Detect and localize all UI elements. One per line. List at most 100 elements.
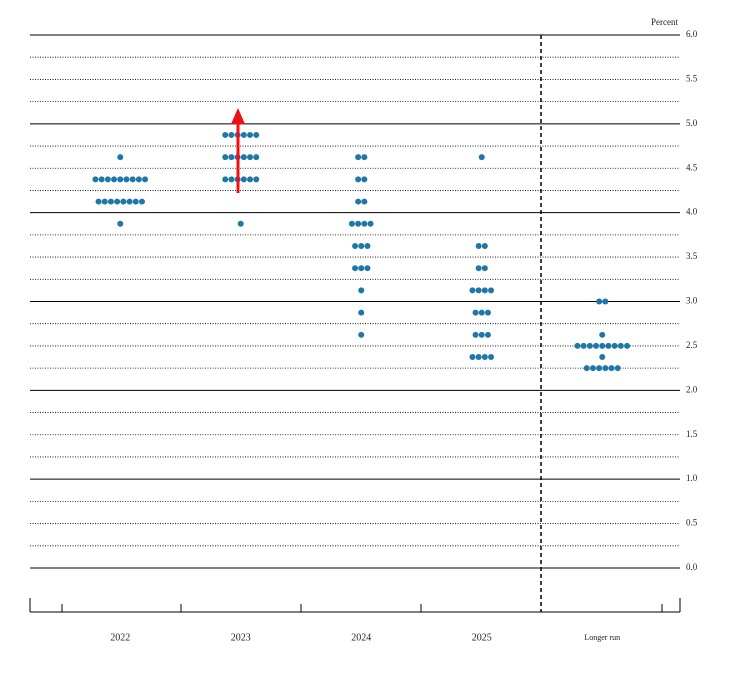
y-tick-label: 4.5 — [686, 162, 698, 172]
dot — [111, 176, 118, 183]
dot — [475, 265, 482, 272]
dot — [596, 298, 603, 305]
dot — [358, 287, 365, 294]
dot — [120, 198, 127, 205]
dot — [129, 176, 136, 183]
dot — [352, 265, 359, 272]
dot — [358, 331, 365, 338]
dot — [361, 154, 368, 161]
dot — [355, 154, 362, 161]
dot — [478, 154, 485, 161]
dot — [361, 220, 368, 227]
dot — [608, 365, 615, 372]
y-tick-label: 6.0 — [686, 29, 698, 39]
dot — [478, 309, 485, 316]
dot — [481, 242, 488, 249]
dot — [138, 198, 145, 205]
dot — [481, 287, 488, 294]
dot — [228, 154, 235, 161]
dot — [101, 198, 108, 205]
annotation-arrow — [231, 108, 245, 193]
y-axis-label: Percent — [651, 17, 678, 27]
dot — [475, 242, 482, 249]
dot — [126, 198, 133, 205]
dot — [361, 198, 368, 205]
dot — [596, 365, 603, 372]
dot — [364, 265, 371, 272]
dot — [222, 154, 229, 161]
dot — [361, 176, 368, 183]
dot — [348, 220, 355, 227]
dot — [114, 198, 121, 205]
dot — [135, 176, 142, 183]
dot — [240, 176, 247, 183]
dot — [484, 331, 491, 338]
dot — [228, 131, 235, 138]
dot — [611, 342, 618, 349]
dot — [247, 154, 254, 161]
dot — [240, 131, 247, 138]
y-tick-label: 3.5 — [686, 251, 698, 261]
y-tick-label: 1.5 — [686, 429, 698, 439]
dot — [142, 176, 149, 183]
y-tick-label: 2.0 — [686, 384, 698, 394]
x-tick-label: 2022 — [110, 632, 130, 643]
dot — [132, 198, 139, 205]
dot — [602, 365, 609, 372]
x-tick-label: 2025 — [472, 632, 492, 643]
dot — [593, 342, 600, 349]
dot — [107, 198, 114, 205]
dot — [475, 354, 482, 361]
dot — [352, 242, 359, 249]
dot — [355, 176, 362, 183]
dot — [469, 287, 476, 294]
dot — [605, 342, 612, 349]
dot — [472, 309, 479, 316]
dot — [583, 365, 590, 372]
dot — [237, 220, 244, 227]
y-tick-label: 5.5 — [686, 73, 698, 83]
dot — [580, 342, 587, 349]
dot — [247, 176, 254, 183]
dot — [367, 220, 374, 227]
dot — [253, 176, 260, 183]
dot — [228, 176, 235, 183]
dot — [478, 331, 485, 338]
dot — [589, 365, 596, 372]
dot — [364, 242, 371, 249]
dot — [475, 287, 482, 294]
dot — [222, 131, 229, 138]
dot — [92, 176, 99, 183]
dot — [104, 176, 111, 183]
y-tick-label: 2.5 — [686, 340, 698, 350]
y-tick-label: 3.0 — [686, 296, 698, 306]
dot — [488, 287, 495, 294]
dot — [614, 365, 621, 372]
x-axis — [29, 598, 681, 613]
dot — [355, 198, 362, 205]
dot — [123, 176, 130, 183]
dot — [586, 342, 593, 349]
dot — [355, 220, 362, 227]
y-tick-label: 1.0 — [686, 473, 698, 483]
x-tick-label: 2024 — [351, 632, 371, 643]
dot — [469, 354, 476, 361]
dot — [117, 176, 124, 183]
dot — [95, 198, 102, 205]
dot — [98, 176, 105, 183]
dot — [481, 265, 488, 272]
dot — [358, 242, 365, 249]
dot — [574, 342, 581, 349]
dot — [599, 342, 606, 349]
dot — [472, 331, 479, 338]
y-tick-label: 5.0 — [686, 118, 698, 128]
dot — [599, 331, 606, 338]
dot — [117, 220, 124, 227]
dot — [488, 354, 495, 361]
dot — [253, 154, 260, 161]
dot — [599, 354, 606, 361]
y-tick-label: 0.5 — [686, 518, 698, 528]
x-tick-label: 2023 — [231, 632, 251, 643]
dot — [117, 154, 124, 161]
